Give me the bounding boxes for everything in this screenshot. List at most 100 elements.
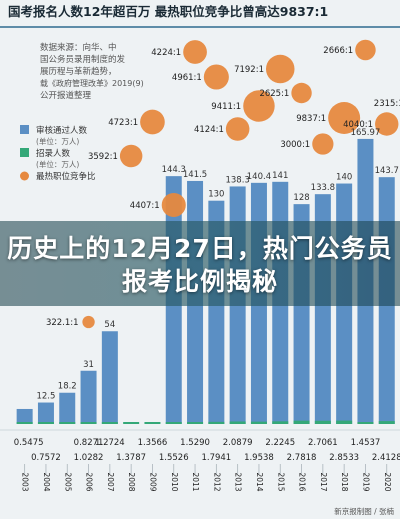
- legend-label-ratio: 最热职位竞争比: [36, 171, 96, 182]
- bar-recruited: [314, 420, 331, 424]
- bar-recruited: [378, 421, 395, 424]
- bubble-ratio: [82, 315, 95, 329]
- bar-value-label: 130: [208, 190, 224, 200]
- x-tick-label: 2006: [85, 472, 94, 491]
- bar-value-label: 140.4: [247, 172, 271, 182]
- ratio-label: 2315:1: [374, 99, 400, 109]
- bubble-ratio: [355, 39, 376, 61]
- ratio-label: 2625:1: [259, 89, 289, 99]
- x-tick-label: 2017: [319, 472, 328, 491]
- ratio-label: 4407:1: [130, 201, 160, 211]
- x-tick-label: 2008: [127, 472, 136, 491]
- bubble-ratio: [375, 112, 399, 136]
- legend-swatch-approved: [20, 125, 29, 134]
- bar-approved: [59, 392, 76, 424]
- legend-label-recruited: 招录人数: [36, 148, 71, 159]
- recruit-label-bottom: 1.9538: [244, 453, 274, 463]
- bar-value-label: 128: [293, 193, 309, 203]
- bubble-ratio: [203, 64, 229, 90]
- bar-recruited: [144, 422, 161, 424]
- watermark: 新京报制图 / 张楠: [334, 506, 394, 516]
- x-tick-label: 2007: [106, 472, 115, 491]
- source-line-2: 国公务员录用制度的发: [40, 54, 126, 65]
- bar-recruited: [229, 421, 246, 424]
- x-tick-label: 2013: [234, 472, 243, 491]
- recruit-label-bottom: 0.7572: [31, 453, 61, 463]
- headline-text: 历史上的12月27日，热门公务员报考比例揭秘: [7, 234, 393, 296]
- bar-recruited: [165, 422, 182, 424]
- x-tick-label: 2015: [276, 472, 285, 491]
- bar-value-label: 54: [104, 320, 115, 330]
- x-tick-label: 2005: [63, 472, 72, 491]
- x-tick-label: 2014: [255, 472, 264, 491]
- x-tick-label: 2018: [340, 472, 349, 491]
- bar-recruited: [250, 421, 267, 424]
- x-tick-label: 2010: [170, 472, 179, 491]
- x-tick-label: 2020: [383, 472, 392, 491]
- ratio-label: 4723:1: [108, 118, 138, 128]
- bar-recruited: [272, 421, 289, 424]
- recruit-label-bottom: 1.7941: [201, 453, 231, 463]
- legend: 审核通过人数 (单位：万人) 招录人数 (单位：万人) 最热职位竞争比: [20, 125, 96, 182]
- bubble-ratio: [119, 144, 143, 168]
- bar-value-label: 144.3: [162, 165, 186, 175]
- bubble-ratio: [328, 102, 361, 134]
- ratio-label: 4040:1: [343, 120, 373, 130]
- legend-label-approved: 审核通过人数: [36, 125, 88, 136]
- recruit-label-top: 1.4537: [351, 438, 381, 448]
- bar-recruited: [80, 422, 97, 424]
- bar-recruited: [208, 421, 225, 424]
- bar-recruited: [101, 422, 118, 424]
- bubble-ratio: [243, 90, 275, 122]
- legend-swatch-recruited: [20, 148, 29, 157]
- recruit-label-bottom: 2.7818: [287, 453, 317, 463]
- recruit-label-top: 0.5475: [14, 438, 44, 448]
- ratio-label: 322.1:1: [46, 318, 79, 328]
- bar-approved: [101, 331, 118, 424]
- ratio-label: 9411:1: [211, 102, 241, 112]
- x-tick-label: 2004: [42, 472, 51, 491]
- bar-value-label: 140: [336, 173, 352, 183]
- bar-approved: [16, 408, 33, 424]
- bar-value-label: 138.3: [225, 175, 249, 185]
- recruit-label-top: 1.2724: [95, 438, 125, 448]
- x-tick-label: 2019: [361, 472, 370, 491]
- x-tick-label: 2012: [212, 472, 221, 491]
- bubble-ratio: [265, 54, 295, 84]
- bar-approved: [37, 402, 54, 424]
- recruit-label-top: 0.8271: [74, 438, 104, 448]
- source-note: 数据来源：向华、中 国公务员录用制度的发 展历程与革新趋势， 载《政府管理改革》…: [40, 42, 144, 101]
- bar-recruited: [59, 422, 76, 424]
- recruit-label-top: 1.5290: [180, 438, 210, 448]
- x-tick-label: 2011: [191, 472, 200, 491]
- legend-swatch-ratio: [20, 171, 29, 181]
- chart-title: 国考报名人数12年超百万 最热职位竞争比曾高达9837:1: [8, 4, 328, 19]
- bubble-ratio: [161, 192, 186, 218]
- bar-recruited: [293, 420, 310, 424]
- source-line-1: 数据来源：向华、中: [40, 42, 117, 53]
- recruit-label-bottom: 1.0282: [74, 453, 104, 463]
- bar-recruited: [16, 422, 33, 424]
- ratio-label: 7192:1: [234, 65, 264, 75]
- ratio-label: 4961:1: [172, 73, 202, 83]
- bar-recruited: [123, 422, 140, 424]
- ratio-label: 9837:1: [296, 114, 326, 124]
- recruit-label-top: 2.0879: [223, 438, 253, 448]
- x-tick-label: 2003: [21, 472, 30, 491]
- recruit-label-bottom: 2.4128: [372, 453, 400, 463]
- bubble-ratio: [140, 109, 165, 135]
- bar-value-label: 165.97: [351, 128, 381, 138]
- bar-recruited: [336, 420, 353, 424]
- source-line-3: 展历程与革新趋势，: [40, 66, 117, 77]
- legend-sub-approved: (单位：万人): [36, 136, 79, 146]
- bar-value-label: 143.7: [375, 166, 399, 176]
- ratio-label: 3000:1: [280, 140, 310, 150]
- bubble-layer: [82, 39, 399, 329]
- ratio-label: 4124:1: [194, 125, 224, 135]
- recruit-label-top: 1.3566: [138, 438, 168, 448]
- bar-value-label: 141: [272, 171, 288, 181]
- bar-approved: [80, 370, 97, 424]
- bar-value-label: 18.2: [58, 382, 77, 392]
- ratio-label: 2666:1: [323, 46, 353, 56]
